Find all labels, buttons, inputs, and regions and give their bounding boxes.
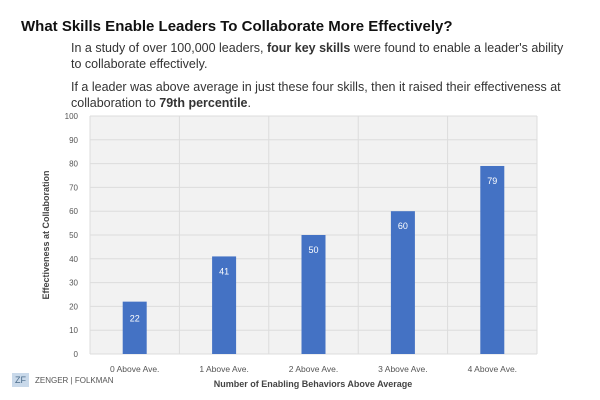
page-title: What Skills Enable Leaders To Collaborat… (21, 18, 453, 35)
text: were found to enable a leader's ability … (71, 41, 564, 71)
text: . (247, 96, 251, 110)
bar (301, 235, 326, 354)
bar (390, 211, 415, 354)
y-tick-label: 60 (69, 207, 78, 216)
y-tick-label: 0 (74, 350, 79, 359)
x-tick-label: 0 Above Ave. (110, 364, 159, 374)
data-label: 22 (130, 314, 140, 324)
y-tick-label: 80 (69, 160, 78, 169)
text: In a study of over 100,000 leaders, (71, 41, 267, 55)
zenger-folkman-logo: ZF ZENGER | FOLKMAN (12, 373, 114, 387)
y-tick-label: 10 (69, 326, 78, 335)
data-label: 79 (487, 176, 497, 186)
text: If a leader was above average in just th… (71, 80, 561, 110)
data-label: 50 (308, 245, 318, 255)
intro-paragraph: In a study of over 100,000 leaders, four… (71, 40, 571, 72)
y-axis-title: Effectiveness at Collaboration (41, 170, 51, 299)
highlight: four key skills (266, 41, 351, 55)
result-paragraph: If a leader was above average in just th… (71, 79, 571, 111)
y-tick-label: 90 (69, 136, 78, 145)
logo-text: ZENGER | FOLKMAN (35, 375, 114, 385)
data-label: 60 (398, 221, 408, 231)
x-tick-label: 4 Above Ave. (468, 364, 517, 374)
y-tick-label: 70 (69, 183, 78, 192)
bar (122, 301, 147, 354)
y-tick-label: 30 (69, 279, 78, 288)
bar (212, 256, 237, 354)
x-tick-label: 1 Above Ave. (199, 364, 248, 374)
logo-mark: ZF (12, 373, 29, 387)
data-label: 41 (219, 266, 229, 276)
bar (480, 165, 505, 354)
highlight: 79th percentile (159, 96, 248, 110)
x-tick-label: 3 Above Ave. (378, 364, 427, 374)
y-tick-label: 100 (65, 112, 79, 121)
y-tick-label: 20 (69, 302, 78, 311)
y-tick-label: 50 (69, 231, 78, 240)
y-tick-label: 40 (69, 255, 78, 264)
x-tick-label: 2 Above Ave. (289, 364, 338, 374)
x-axis-title: Number of Enabling Behaviors Above Avera… (214, 379, 413, 389)
